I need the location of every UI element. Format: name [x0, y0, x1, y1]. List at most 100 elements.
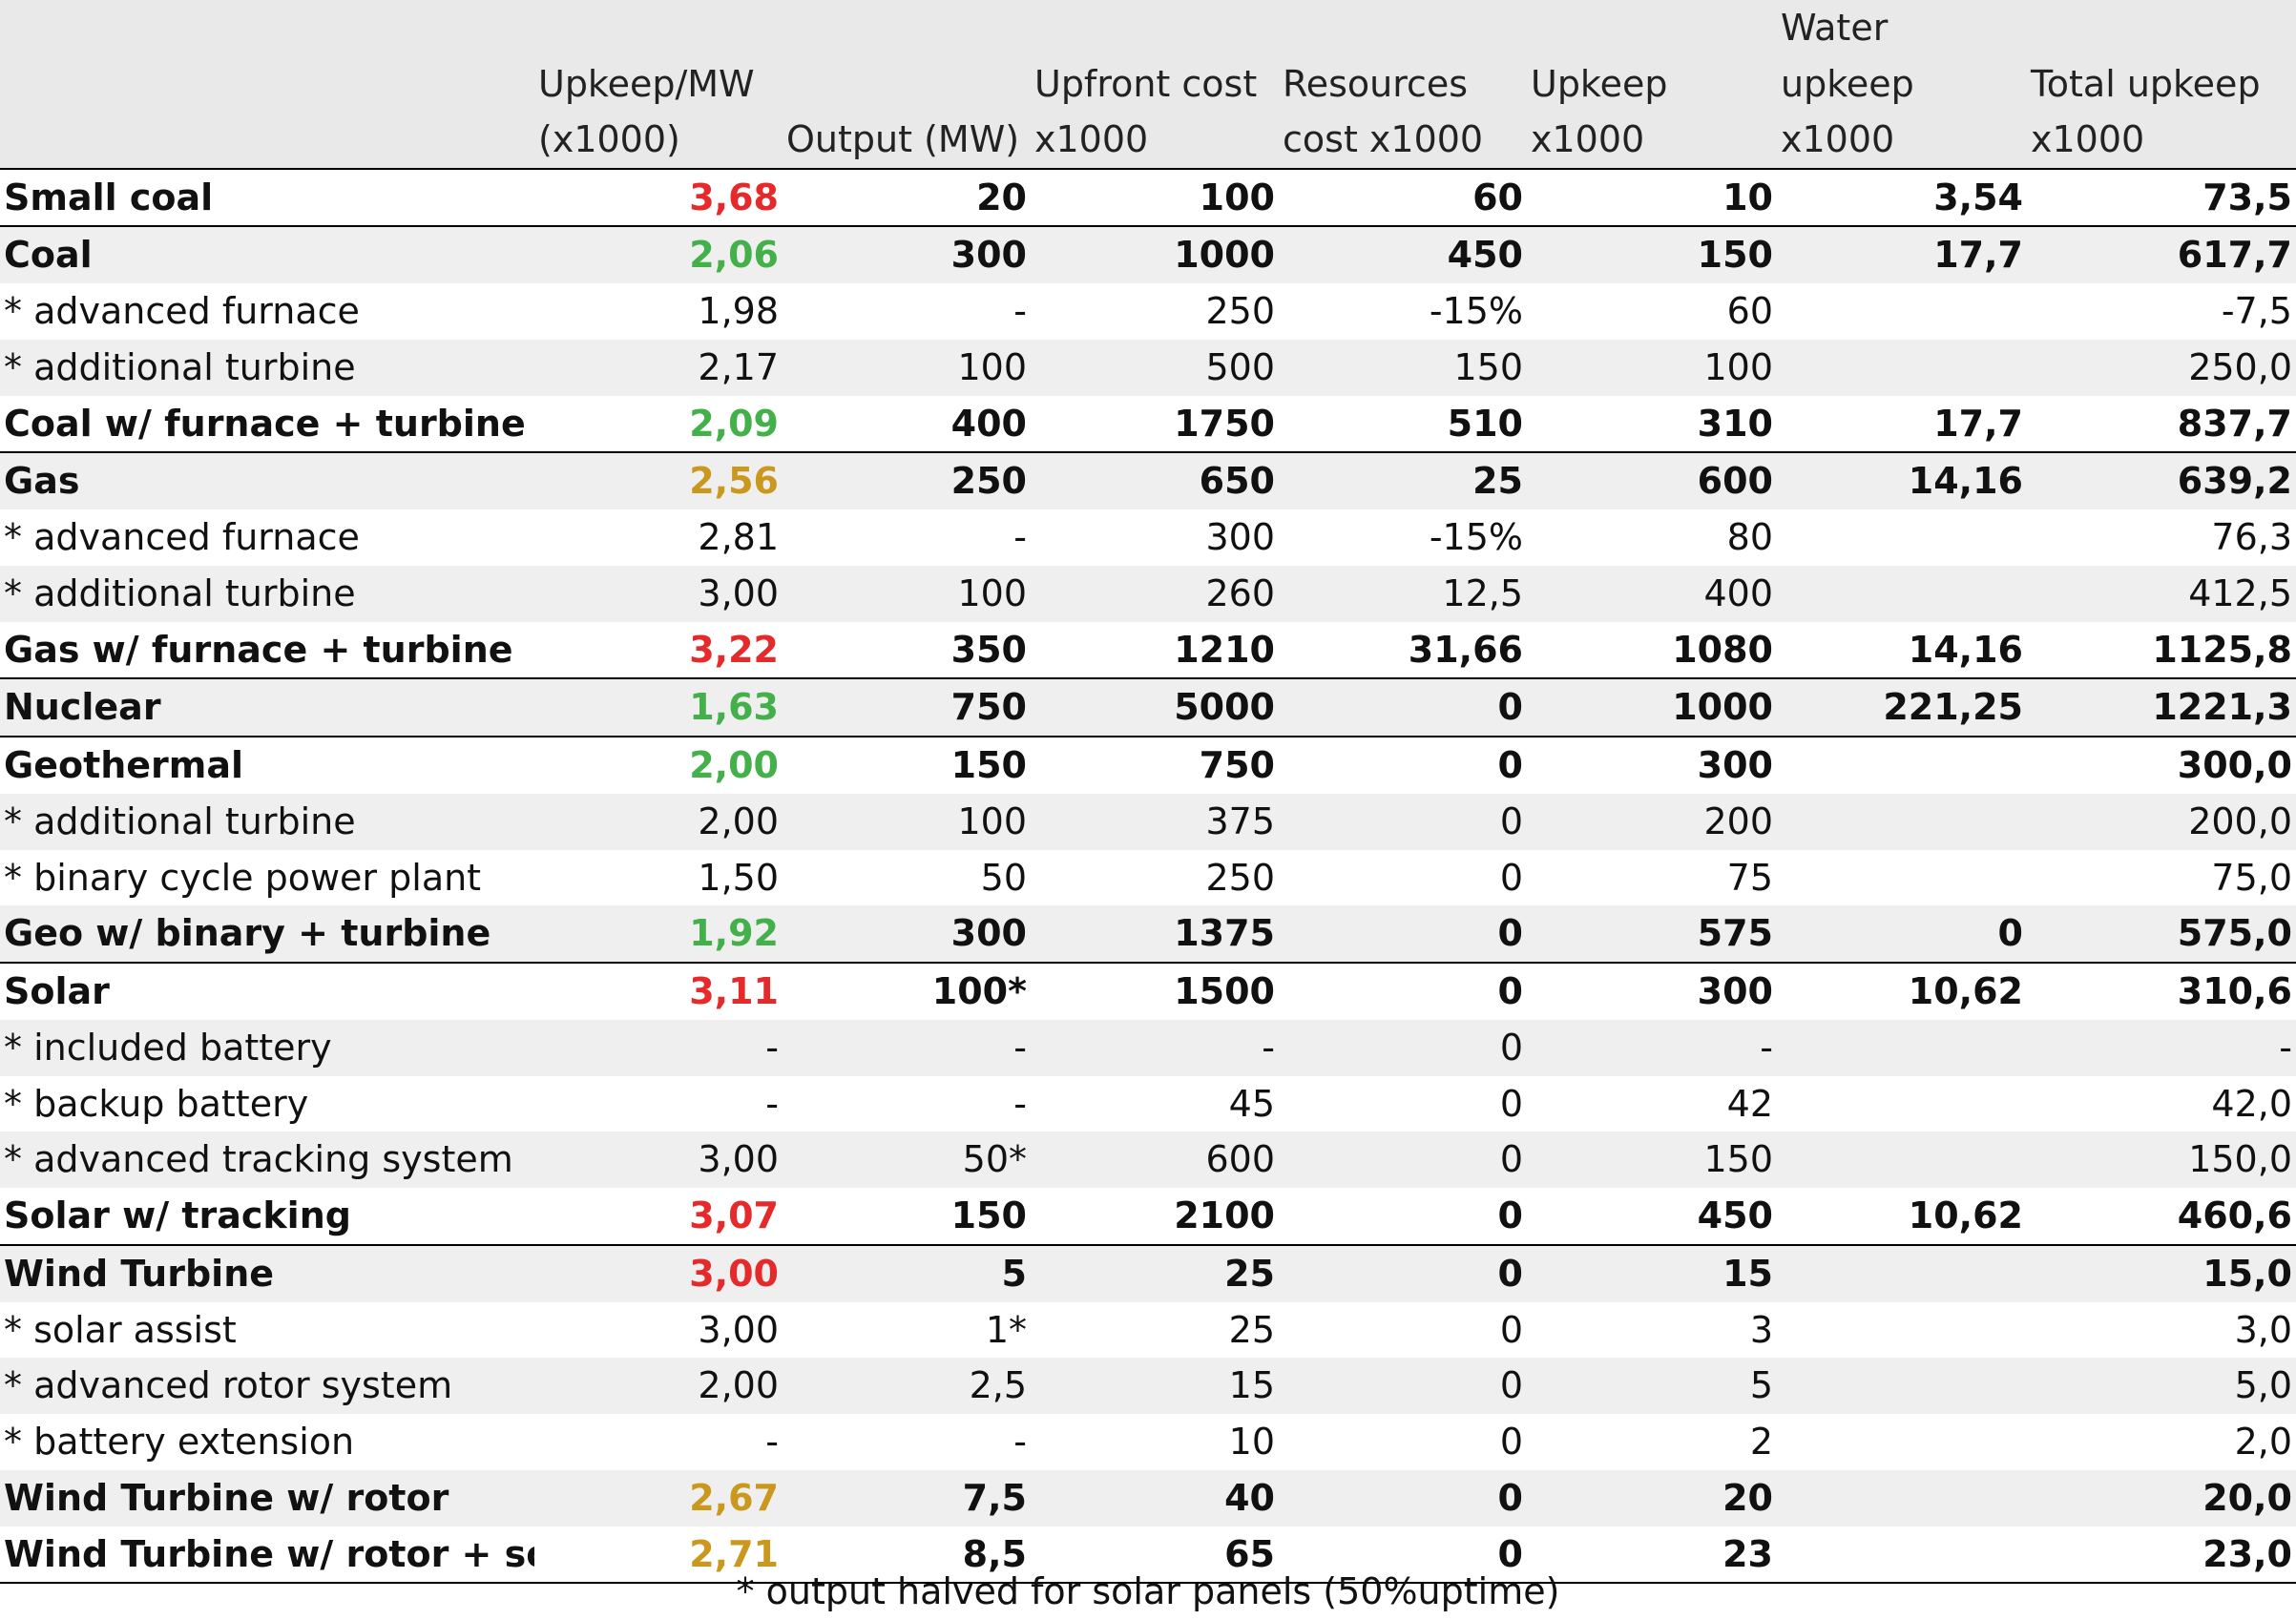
table-row: Coal 2,06 300 1000 450 150 17,7 617,7 — [0, 226, 2296, 283]
upfront-cost-cell: 375 — [1031, 793, 1279, 850]
table-row: Gas w/ furnace + turbine 3,22 350 1210 31,66… — [0, 621, 2296, 680]
total-upkeep-cell: 1221,3 — [2027, 678, 2296, 737]
water-upkeep-cell: 221,25 — [1777, 678, 2027, 737]
water-upkeep-cell — [1777, 1244, 2027, 1302]
upkeep-per-mw-cell: 2,00 — [534, 737, 783, 794]
output-cell: 150 — [783, 1188, 1031, 1246]
upkeep-per-mw-cell: 2,09 — [534, 395, 783, 454]
upkeep-per-mw-cell: 2,17 — [534, 339, 783, 396]
upkeep-per-mw-cell: 3,11 — [534, 963, 783, 1020]
output-cell: 5 — [783, 1244, 1031, 1302]
total-upkeep-cell: 617,7 — [2027, 226, 2296, 283]
upfront-cost-cell: 45 — [1031, 1075, 1279, 1132]
header-cell — [783, 55, 1031, 112]
output-cell: - — [783, 1075, 1031, 1132]
name-cell: Small coal — [0, 168, 534, 228]
upkeep-per-mw-cell: 2,00 — [534, 1358, 783, 1414]
output-cell: - — [783, 283, 1031, 340]
total-upkeep-cell: 76,3 — [2027, 509, 2296, 566]
upfront-cost-cell: 500 — [1031, 339, 1279, 396]
water-upkeep-cell: 17,7 — [1777, 226, 2027, 283]
name-cell: * solar assist — [0, 1301, 534, 1359]
upfront-cost-cell: 40 — [1031, 1469, 1279, 1527]
name-cell: Wind Turbine w/ rotor — [0, 1469, 534, 1527]
resources-cost-cell: 0 — [1279, 1301, 1527, 1359]
upkeep-cell: 5 — [1527, 1358, 1777, 1414]
table-row: Geothermal 2,00 150 750 0 300 300,0 — [0, 737, 2296, 794]
name-cell: * advanced rotor system — [0, 1358, 534, 1414]
upkeep-per-mw-cell: - — [534, 1075, 783, 1132]
table-row: * battery extension - -10 0 2 2,0 — [0, 1414, 2296, 1470]
upkeep-cell: - — [1527, 1019, 1777, 1076]
water-upkeep-cell — [1777, 509, 2027, 566]
water-upkeep-cell: 0 — [1777, 905, 2027, 964]
total-upkeep-cell: 3,0 — [2027, 1301, 2296, 1359]
output-cell: 20 — [783, 168, 1031, 228]
total-upkeep-cell: 460,6 — [2027, 1188, 2296, 1246]
header-cell — [783, 0, 1031, 56]
header-row-1: Water — [0, 0, 2296, 56]
header-upkeep: Upkeep — [1527, 55, 1777, 112]
upfront-cost-cell: 1500 — [1031, 963, 1279, 1020]
table-row: Solar w/ tracking 3,07 150 2100 0 450 10,62 460… — [0, 1188, 2296, 1246]
water-upkeep-cell — [1777, 1358, 2027, 1414]
upkeep-cell: 200 — [1527, 793, 1777, 850]
upkeep-cell: 150 — [1527, 226, 1777, 283]
output-cell: - — [783, 1019, 1031, 1076]
output-cell: 1* — [783, 1301, 1031, 1359]
upfront-cost-cell: 1000 — [1031, 226, 1279, 283]
table-row: Small coal 3,68 20 100 60 10 3,54 73,5 — [0, 168, 2296, 228]
header-cell — [0, 0, 534, 56]
upkeep-per-mw-cell: 1,50 — [534, 849, 783, 906]
resources-cost-cell: 0 — [1279, 793, 1527, 850]
upfront-cost-cell: 260 — [1031, 565, 1279, 622]
upkeep-cell: 1000 — [1527, 678, 1777, 737]
header-water-unit: x1000 — [1777, 112, 2027, 170]
table-body: Small coal 3,68 20 100 60 10 3,54 73,5 Coal 2,06 3… — [0, 168, 2296, 1585]
resources-cost-cell: 12,5 — [1279, 565, 1527, 622]
name-cell: Wind Turbine — [0, 1244, 534, 1302]
name-cell: Solar — [0, 963, 534, 1020]
output-cell: 100 — [783, 793, 1031, 850]
output-cell: 8,5 — [783, 1526, 1031, 1585]
upkeep-cell: 2 — [1527, 1414, 1777, 1470]
name-cell: Wind Turbine w/ rotor + solar — [0, 1526, 534, 1585]
upfront-cost-cell: 600 — [1031, 1132, 1279, 1188]
upkeep-cell: 15 — [1527, 1244, 1777, 1302]
total-upkeep-cell: 200,0 — [2027, 793, 2296, 850]
upfront-cost-cell: 250 — [1031, 849, 1279, 906]
name-cell: * advanced furnace — [0, 283, 534, 340]
water-upkeep-cell — [1777, 1526, 2027, 1585]
table-row: Wind Turbine w/ rotor + solar2,718,56502… — [0, 1526, 2296, 1585]
upkeep-per-mw-cell: 3,00 — [534, 1244, 783, 1302]
water-upkeep-cell: 14,16 — [1777, 452, 2027, 509]
resources-cost-cell: 0 — [1279, 905, 1527, 964]
total-upkeep-cell: - — [2027, 1019, 2296, 1076]
total-upkeep-cell: 250,0 — [2027, 339, 2296, 396]
table-header: Water Upkeep/MW Upfront cost Resources U… — [0, 0, 2296, 170]
name-cell: * binary cycle power plant — [0, 849, 534, 906]
water-upkeep-cell — [1777, 1469, 2027, 1527]
upkeep-cell: 150 — [1527, 1132, 1777, 1188]
resources-cost-cell: 0 — [1279, 1469, 1527, 1527]
upkeep-per-mw-cell: 3,22 — [534, 621, 783, 680]
total-upkeep-cell: 20,0 — [2027, 1469, 2296, 1527]
upkeep-per-mw-cell: 1,63 — [534, 678, 783, 737]
resources-cost-cell: 0 — [1279, 1075, 1527, 1132]
resources-cost-cell: 0 — [1279, 1132, 1527, 1188]
table-row: Solar 3,11 100* 1500 0 300 10,62 310,6 — [0, 963, 2296, 1020]
header-cell — [0, 112, 534, 170]
output-cell: 50 — [783, 849, 1031, 906]
water-upkeep-cell — [1777, 565, 2027, 622]
table-row: * included battery - - -0- - — [0, 1019, 2296, 1076]
resources-cost-cell: 0 — [1279, 1244, 1527, 1302]
upkeep-cell: 20 — [1527, 1469, 1777, 1527]
upkeep-cell: 310 — [1527, 395, 1777, 454]
upkeep-per-mw-cell: 3,00 — [534, 565, 783, 622]
upkeep-cell: 100 — [1527, 339, 1777, 396]
upkeep-per-mw-cell: 2,56 — [534, 452, 783, 509]
output-cell: 7,5 — [783, 1469, 1031, 1527]
resources-cost-cell: 0 — [1279, 849, 1527, 906]
table-row: * additional turbine 3,00 100 260 12,5 400 412… — [0, 565, 2296, 622]
water-upkeep-cell — [1777, 1019, 2027, 1076]
